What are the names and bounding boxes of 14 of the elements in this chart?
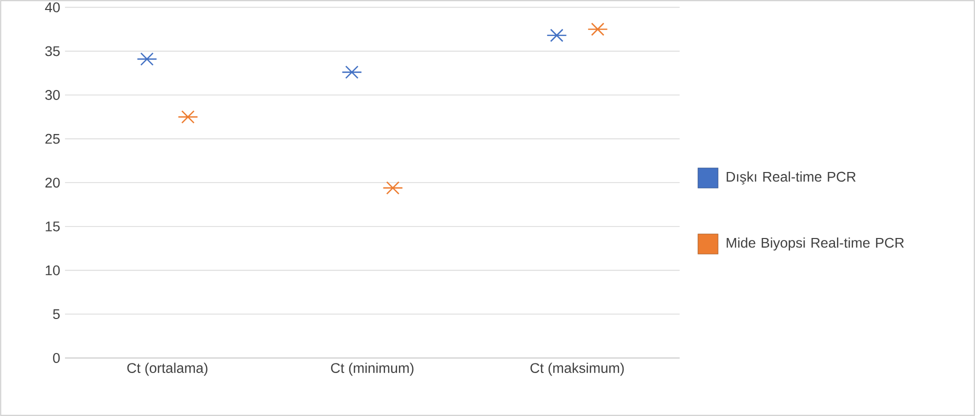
y-tick-label: 25 [45, 134, 60, 144]
y-tick-label: 10 [46, 265, 60, 276]
y-tick-label: 40 [45, 2, 60, 12]
legend-label: Mide Biyopsi Real-time PCR [726, 237, 904, 251]
legend-label: Dışkı Real-time PCR [726, 171, 856, 185]
y-tick-label: 0 [53, 353, 60, 363]
y-tick-label: 35 [45, 46, 60, 56]
x-tick-label: Ct (minimum) [331, 362, 414, 376]
x-tick-label: Ct (ortalama) [127, 362, 208, 376]
x-tick-label: Ct (maksimum) [530, 362, 624, 376]
y-tick-label: 5 [53, 309, 60, 320]
y-tick-label: 15 [46, 222, 60, 232]
y-tick-label: 30 [45, 90, 60, 100]
y-tick-label: 20 [45, 178, 60, 188]
